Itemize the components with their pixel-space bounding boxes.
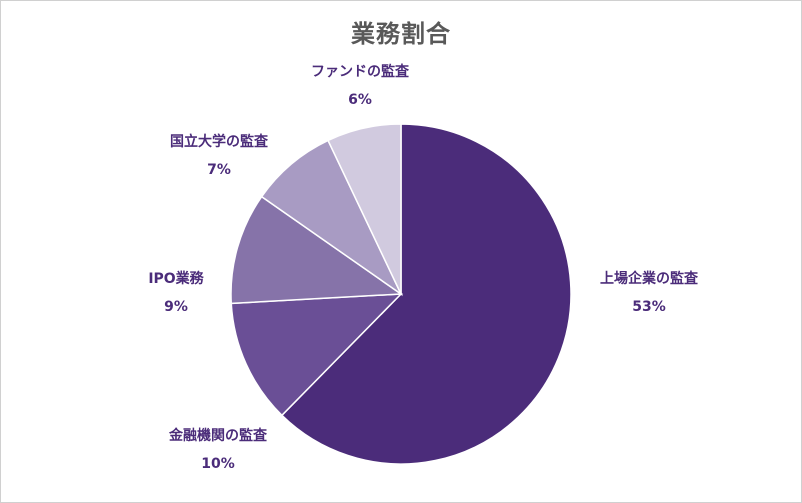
pie-slice-3 [260, 139, 403, 297]
slice-label-4: ファンドの監査 [311, 63, 410, 80]
slice-value-label-1: 10% [201, 456, 235, 472]
slice-value-label-3: 7% [207, 162, 231, 178]
slice-value-label-0: 53% [632, 299, 666, 315]
slice-label-1: 金融機関の監査 [168, 427, 268, 444]
chart-title: 業務割合 [351, 20, 451, 48]
pie-slice-1 [230, 293, 403, 417]
slice-value-label-2: 9% [164, 299, 188, 315]
slice-label-0: 上場企業の監査 [600, 270, 699, 287]
slice-value-label-4: 6% [348, 92, 372, 108]
slice-label-3: 国立大学の監査 [170, 133, 269, 150]
slice-label-2: IPO業務 [148, 270, 204, 287]
pie-slice-0 [280, 123, 572, 465]
pie-slice-4 [327, 123, 402, 295]
pie-slice-2 [230, 195, 404, 305]
